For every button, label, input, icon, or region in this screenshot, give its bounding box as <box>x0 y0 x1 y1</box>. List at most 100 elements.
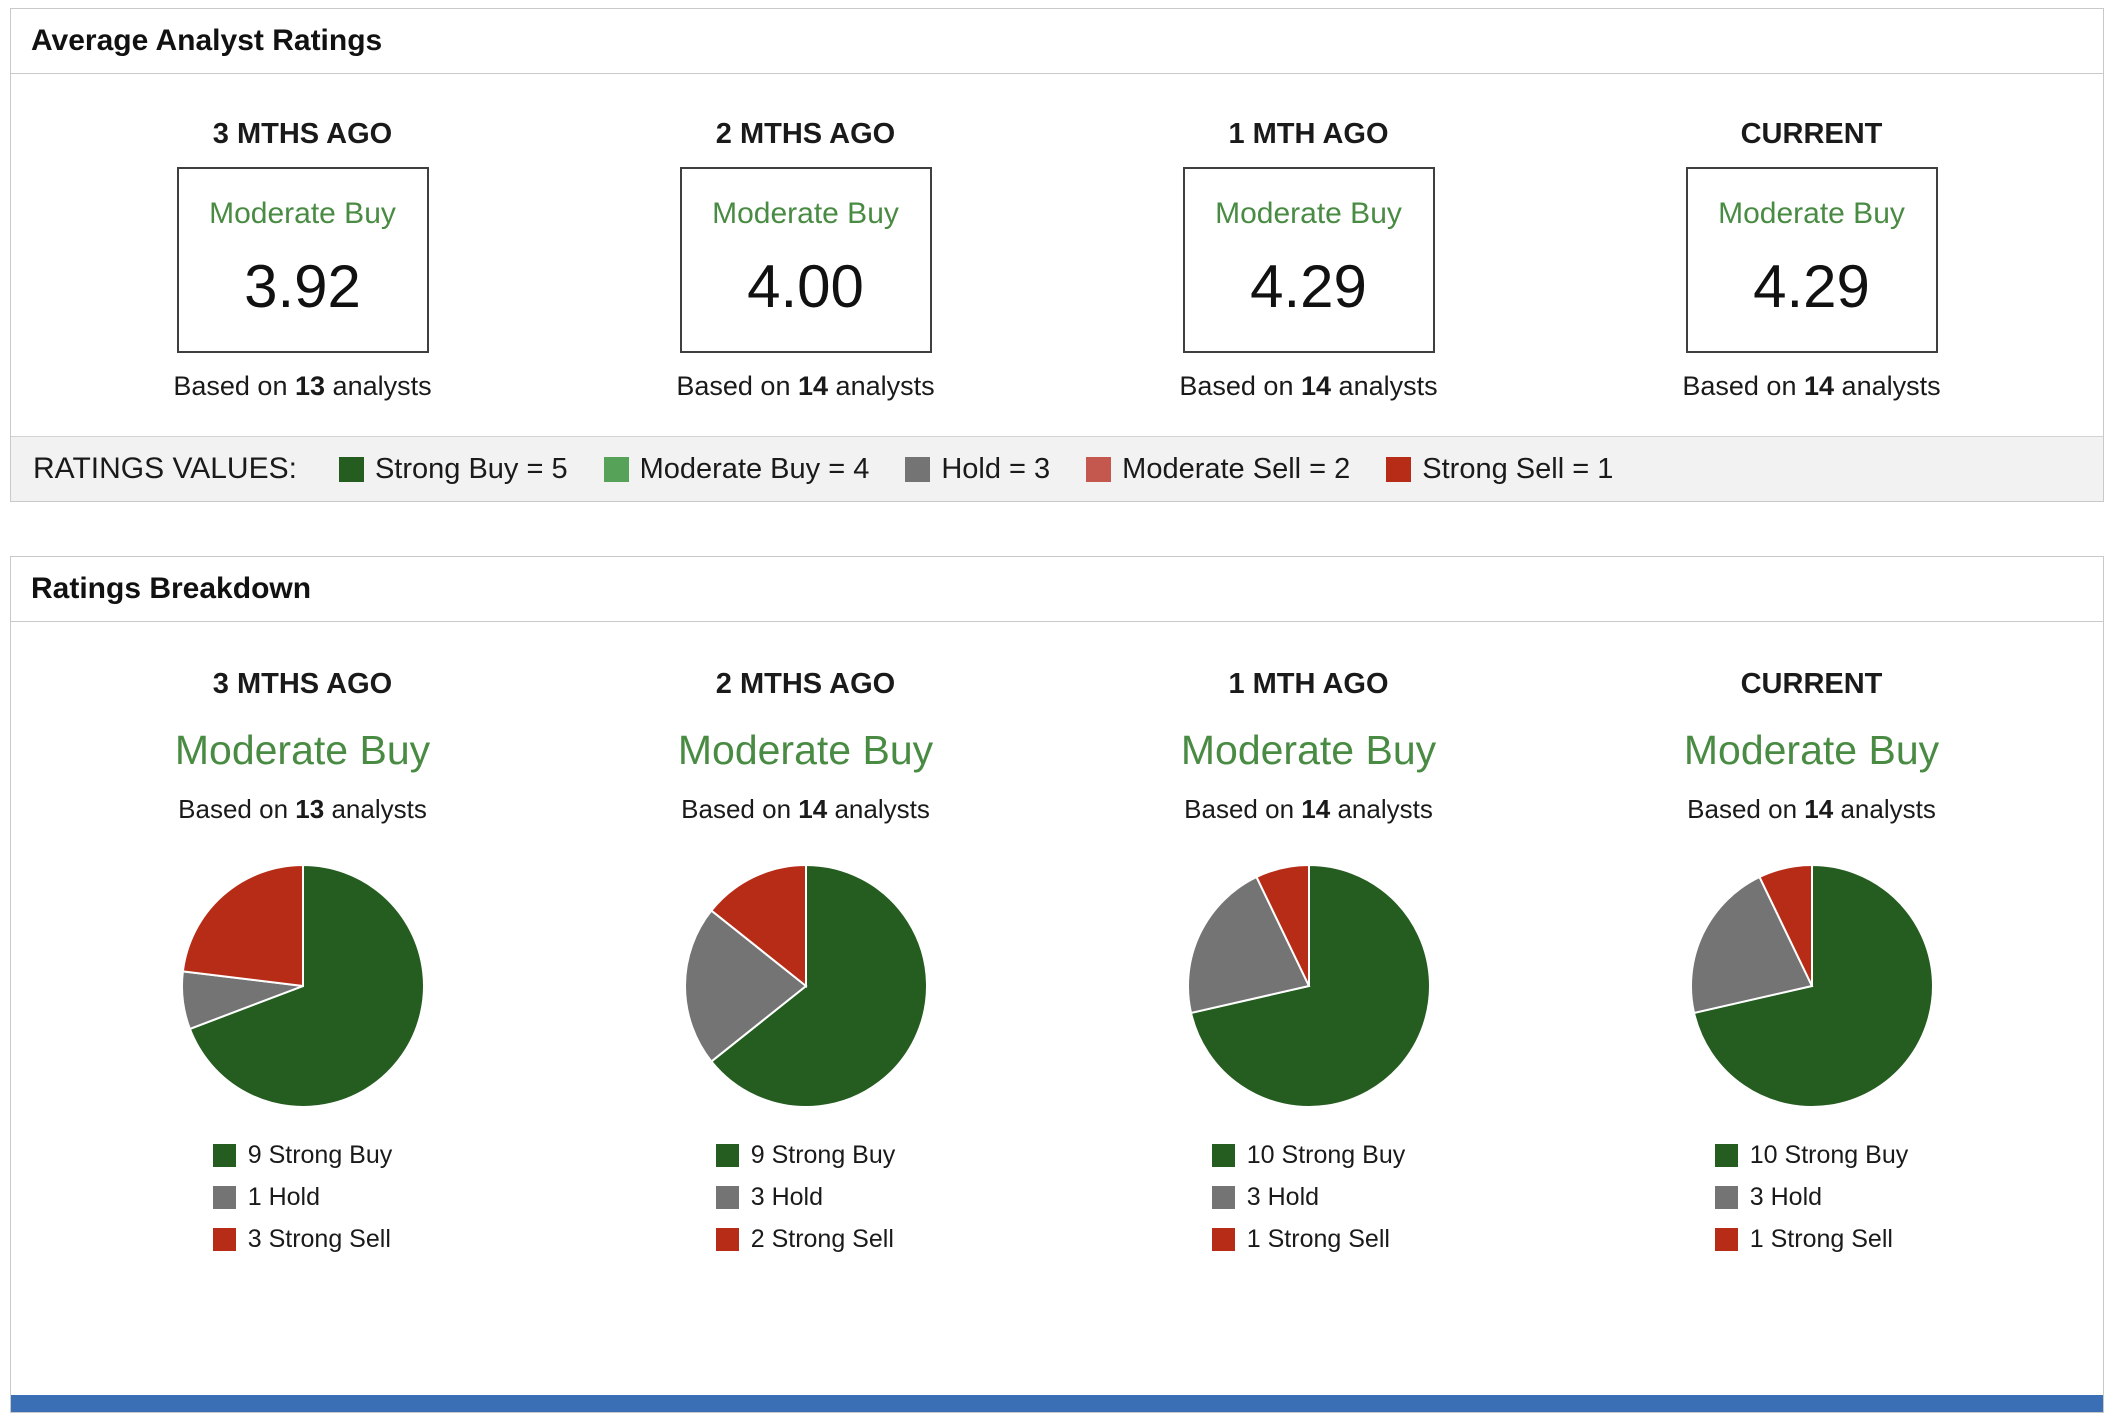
pie-legend-label: 1 Hold <box>247 1183 320 1211</box>
pie-legend: 10 Strong Buy 3 Hold 1 Strong Sell <box>1714 1141 1908 1267</box>
based-on-prefix: Based on <box>681 794 792 824</box>
moderate-sell-swatch <box>1086 456 1112 482</box>
legend-swatch <box>715 1144 739 1167</box>
strong-buy-swatch <box>338 456 364 482</box>
based-on-suffix: analysts <box>332 371 432 401</box>
legend-item-strong-sell: Strong Sell = 1 <box>1386 453 1613 486</box>
pie-legend-label: 2 Strong Sell <box>750 1225 894 1253</box>
consensus-rating-label: Moderate Buy <box>712 197 899 230</box>
legend-swatch <box>1211 1186 1235 1209</box>
legend-item-moderate-sell: Moderate Sell = 2 <box>1086 453 1350 486</box>
rating-box: Moderate Buy 4.00 <box>679 167 932 353</box>
period-label: CURRENT <box>1740 668 1883 700</box>
based-on-suffix: analysts <box>1338 371 1438 401</box>
hold-swatch <box>905 456 931 482</box>
legend-item-label: Strong Sell = 1 <box>1422 452 1614 485</box>
rating-score: 3.92 <box>244 253 361 320</box>
ratings-values-legend: RATINGS VALUES: Strong Buy = 5 Moderate … <box>11 436 2103 501</box>
rating-score: 4.29 <box>1753 253 1870 320</box>
moderate-buy-swatch <box>603 456 629 482</box>
analyst-count: 13 <box>294 371 326 401</box>
legend-item-moderate-buy: Moderate Buy = 4 <box>603 452 870 486</box>
breakdown-column-current: CURRENT Moderate Buy Based on 14 analyst… <box>1560 668 2063 1267</box>
strong-sell-swatch <box>1386 456 1412 482</box>
consensus-rating-label: Moderate Buy <box>1180 727 1437 773</box>
analyst-count: 14 <box>1803 371 1835 401</box>
pie-legend-label: 3 Hold <box>1246 1183 1320 1211</box>
pie-chart-1mth <box>1184 861 1434 1111</box>
pie-chart-current <box>1687 861 1937 1111</box>
legend-item-label: Hold = 3 <box>941 452 1051 485</box>
average-ratings-title: Average Analyst Ratings <box>11 9 2103 74</box>
analyst-count: 14 <box>798 794 828 824</box>
pie-legend-wrap: 10 Strong Buy 3 Hold 1 Strong Sell <box>1057 1141 1560 1267</box>
based-on-text: Based on 14 analysts <box>1057 794 1560 825</box>
legend-item-label: Strong Buy = 5 <box>374 452 568 485</box>
avg-column-1mth: 1 MTH AGO Moderate Buy 4.29 Based on 14 … <box>1057 118 1560 402</box>
pie-svg <box>1689 863 1934 1108</box>
legend-swatch <box>212 1228 236 1251</box>
period-label: 2 MTHS AGO <box>715 668 896 700</box>
pie-svg <box>1186 863 1431 1108</box>
pie-legend-wrap: 10 Strong Buy 3 Hold 1 Strong Sell <box>1560 1141 2063 1267</box>
pie-legend-item: 2 Strong Sell <box>715 1225 896 1254</box>
based-on-prefix: Based on <box>676 371 791 401</box>
analyst-count: 13 <box>295 794 325 824</box>
rating-score: 4.29 <box>1250 253 1367 320</box>
based-on-text: Based on 14 analysts <box>1057 371 1560 402</box>
rating-box: Moderate Buy 4.29 <box>1182 167 1435 353</box>
consensus-rating-label: Moderate Buy <box>1215 197 1402 230</box>
legend-swatch <box>715 1228 739 1251</box>
legend-swatch <box>1714 1144 1738 1167</box>
period-label: 3 MTHS AGO <box>212 668 393 700</box>
legend-swatch <box>1211 1144 1235 1167</box>
based-on-text: Based on 14 analysts <box>554 794 1057 825</box>
pie-legend-label: 9 Strong Buy <box>247 1141 393 1169</box>
breakdown-column-3mths: 3 MTHS AGO Moderate Buy Based on 13 anal… <box>51 668 554 1267</box>
pie-slice-strong-sell <box>1254 863 1310 987</box>
legend-item-label: Moderate Buy = 4 <box>639 452 870 485</box>
pie-legend: 10 Strong Buy 3 Hold 1 Strong Sell <box>1211 1141 1405 1267</box>
consensus-rating-label: Moderate Buy <box>677 727 934 773</box>
spacer <box>11 1267 2103 1395</box>
pie-slice-hold <box>683 909 808 1063</box>
pie-legend-item: 3 Hold <box>1714 1183 1908 1212</box>
rating-box: Moderate Buy 3.92 <box>176 167 429 353</box>
period-label: 1 MTH AGO <box>1228 668 1389 700</box>
consensus-rating-label: Moderate Buy <box>209 197 396 230</box>
pie-slice-strong-sell <box>1757 863 1813 987</box>
pie-slice-strong-sell <box>709 863 807 989</box>
breakdown-column-1mth: 1 MTH AGO Moderate Buy Based on 14 analy… <box>1057 668 1560 1267</box>
consensus-rating-label: Moderate Buy <box>1683 727 1940 773</box>
analyst-count: 14 <box>797 371 829 401</box>
legend-item-hold: Hold = 3 <box>905 453 1050 486</box>
based-on-text: Based on 14 analysts <box>1560 794 2063 825</box>
pie-slice-strong-buy <box>188 863 425 1108</box>
ratings-breakdown-title: Ratings Breakdown <box>11 557 2103 622</box>
pie-legend-label: 3 Hold <box>750 1183 823 1211</box>
based-on-suffix: analysts <box>834 794 930 824</box>
pie-slice-strong-sell <box>181 863 304 988</box>
based-on-prefix: Based on <box>178 794 289 824</box>
avg-column-2mths: 2 MTHS AGO Moderate Buy 4.00 Based on 14… <box>554 118 1057 402</box>
avg-column-current: CURRENT Moderate Buy 4.29 Based on 14 an… <box>1560 118 2063 402</box>
pie-legend-item: 1 Hold <box>212 1183 393 1212</box>
pie-legend-label: 3 Strong Sell <box>247 1225 391 1253</box>
avg-column-3mths: 3 MTHS AGO Moderate Buy 3.92 Based on 13… <box>51 118 554 402</box>
pie-legend-label: 3 Hold <box>1749 1183 1823 1211</box>
pie-legend-item: 1 Strong Sell <box>1211 1225 1405 1254</box>
analyst-count: 14 <box>1804 794 1834 824</box>
based-on-prefix: Based on <box>1682 371 1797 401</box>
pie-legend-wrap: 9 Strong Buy 1 Hold 3 Strong Sell <box>51 1141 554 1267</box>
legend-swatch <box>212 1144 236 1167</box>
based-on-suffix: analysts <box>1337 794 1433 824</box>
pie-slice-strong-buy <box>1692 863 1934 1108</box>
pie-legend-item: 3 Strong Sell <box>212 1225 393 1254</box>
pie-svg <box>180 863 425 1108</box>
pie-slice-hold <box>1689 875 1813 1015</box>
pie-svg <box>683 863 928 1108</box>
consensus-rating-label: Moderate Buy <box>174 727 431 773</box>
based-on-prefix: Based on <box>1184 794 1295 824</box>
average-ratings-grid: 3 MTHS AGO Moderate Buy 3.92 Based on 13… <box>11 74 2103 436</box>
based-on-suffix: analysts <box>331 794 427 824</box>
